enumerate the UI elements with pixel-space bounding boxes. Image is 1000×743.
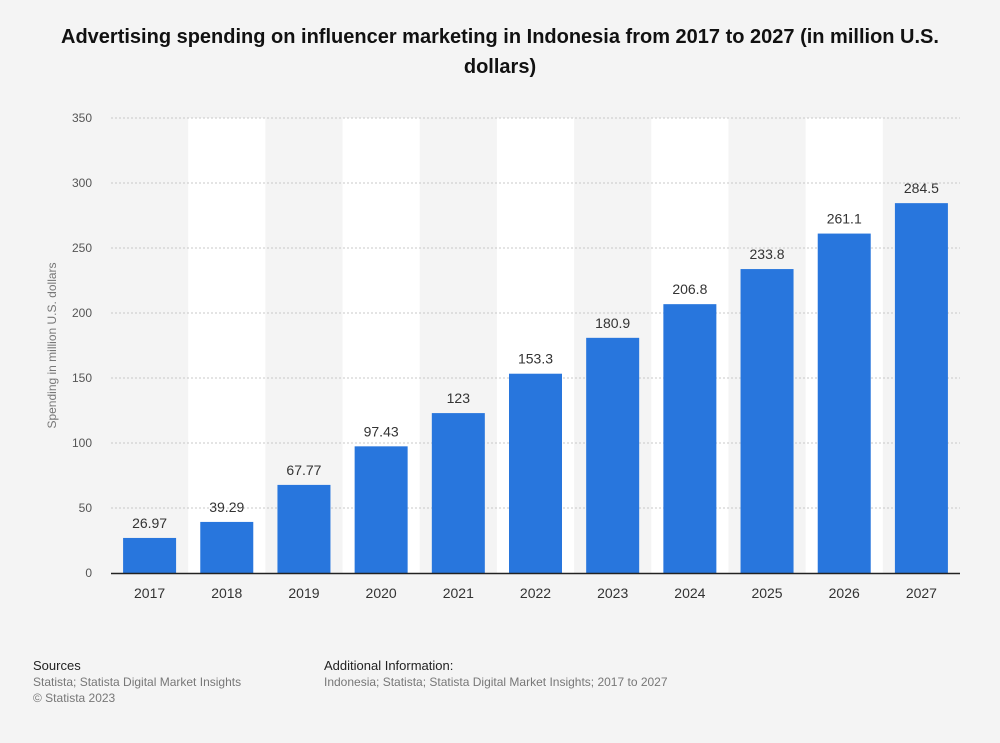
bar (123, 537, 177, 573)
data-label: 39.29 (209, 499, 244, 515)
bar (354, 446, 408, 573)
column-band (188, 118, 266, 573)
y-axis-title: Spending in million U.S. dollars (45, 262, 59, 428)
x-tick-label: 2027 (906, 585, 937, 601)
additional-info-text: Indonesia; Statista; Statista Digital Ma… (324, 675, 668, 689)
data-label: 233.8 (750, 246, 785, 262)
additional-info-heading: Additional Information: (324, 658, 454, 673)
data-label: 261.1 (827, 211, 862, 227)
bar (509, 373, 562, 573)
x-tick-label: 2026 (829, 585, 860, 601)
bar (277, 484, 331, 573)
x-tick-label: 2023 (597, 585, 628, 601)
bar (817, 233, 871, 573)
x-tick-label: 2017 (134, 585, 165, 601)
y-tick-label: 350 (72, 111, 92, 125)
bar (586, 337, 640, 573)
x-tick-label: 2025 (751, 585, 782, 601)
additional-info-block: Additional Information: Indonesia; Stati… (324, 658, 668, 690)
sources-line: Statista; Statista Digital Market Insigh… (33, 675, 242, 689)
chart-title: Advertising spending on influencer marke… (61, 26, 939, 78)
bar (200, 521, 254, 573)
bar (431, 413, 485, 573)
bar-chart: 0 50 100 150 200 250 300 350 Spending in million… (45, 111, 960, 601)
x-tick-label: 2021 (443, 585, 474, 601)
y-tick-label: 150 (72, 371, 92, 385)
bar (894, 203, 948, 573)
x-tick-label: 2018 (211, 585, 242, 601)
x-tick-label: 2019 (288, 585, 319, 601)
data-label: 180.9 (595, 315, 630, 331)
data-label: 123 (447, 390, 471, 406)
data-label: 153.3 (518, 351, 553, 367)
x-tick-label: 2024 (674, 585, 705, 601)
y-tick-label: 250 (72, 241, 92, 255)
sources-block: Sources Statista; Statista Digital Marke… (33, 658, 241, 706)
x-tick-label: 2022 (520, 585, 551, 601)
data-label: 284.5 (904, 180, 939, 196)
copyright-line: © Statista 2023 (33, 691, 116, 705)
bar (663, 304, 717, 573)
y-tick-label: 100 (72, 436, 92, 450)
bar (740, 269, 794, 573)
y-tick-label: 0 (85, 566, 92, 580)
sources-heading: Sources (33, 658, 81, 673)
data-label: 67.77 (286, 462, 321, 478)
x-tick-label: 2020 (366, 585, 397, 601)
y-tick-label: 200 (72, 306, 92, 320)
y-tick-label: 50 (79, 501, 93, 515)
data-label: 26.97 (132, 515, 167, 531)
data-label: 97.43 (364, 423, 399, 439)
y-tick-label: 300 (72, 176, 92, 190)
data-label: 206.8 (672, 281, 707, 297)
